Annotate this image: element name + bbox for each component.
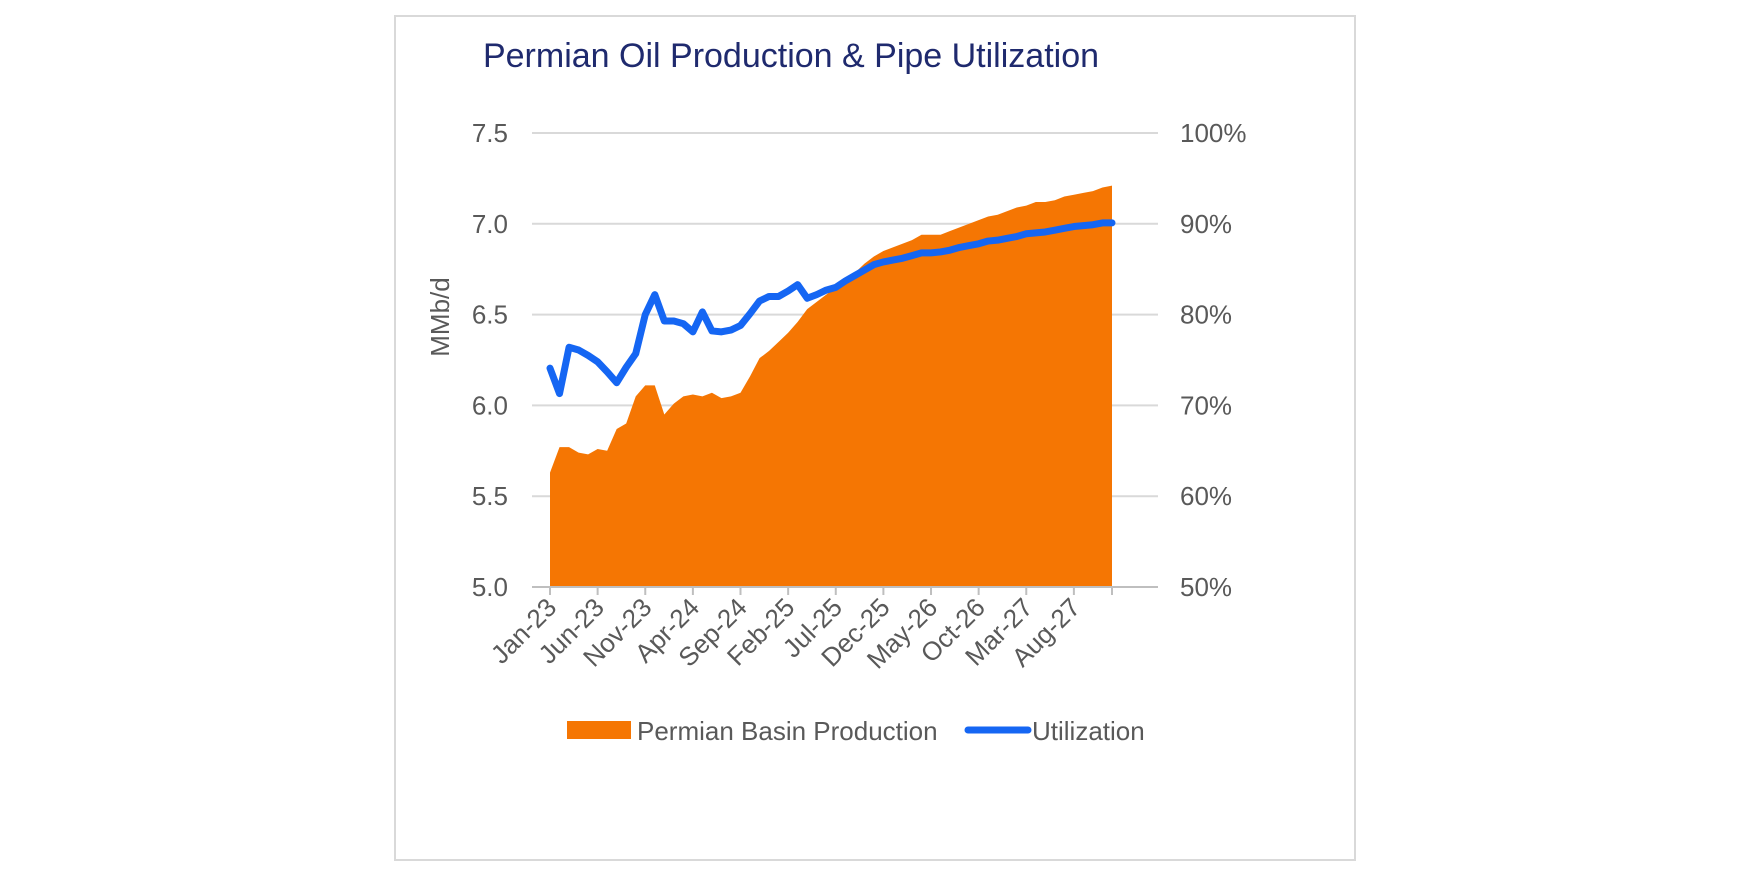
y2-tick-label: 50% [1180, 572, 1232, 602]
chart-title: Permian Oil Production & Pipe Utilizatio… [483, 37, 1099, 75]
y2-tick-label: 70% [1180, 390, 1232, 420]
production-area-layer [550, 185, 1112, 587]
y2-tick-label: 80% [1180, 300, 1232, 330]
y-tick-label: 6.0 [472, 390, 508, 420]
chart-svg: Permian Oil Production & Pipe Utilizatio… [425, 37, 1247, 746]
y2-tick-label: 90% [1180, 209, 1232, 239]
utilization-line-layer [546, 219, 1116, 398]
y-tick-label: 5.5 [472, 481, 508, 511]
y-tick-label: 7.0 [472, 209, 508, 239]
y2-tick-label: 60% [1180, 481, 1232, 511]
y-axis-left-ticks: 5.0 5.5 6.0 6.5 7.0 7.5 [472, 118, 508, 602]
y-tick-label: 7.5 [472, 118, 508, 148]
y-axis-label: MMb/d [425, 277, 455, 356]
legend-label-utilization: Utilization [1032, 716, 1145, 746]
x-axis-ticks: Jan-23Jun-23Nov-23Apr-24Sep-24Feb-25Jul-… [485, 587, 1113, 675]
legend-swatch-production [567, 721, 631, 739]
y2-tick-label: 100% [1180, 118, 1247, 148]
utilization-line [546, 219, 1116, 398]
y-tick-label: 6.5 [472, 300, 508, 330]
y-tick-label: 5.0 [472, 572, 508, 602]
production-area [550, 185, 1112, 587]
legend: Permian Basin Production Utilization [567, 716, 1145, 746]
chart-frame: Permian Oil Production & Pipe Utilizatio… [394, 15, 1356, 861]
y-axis-right-ticks: 50% 60% 70% 80% 90% 100% [1180, 118, 1247, 602]
legend-label-production: Permian Basin Production [637, 716, 938, 746]
